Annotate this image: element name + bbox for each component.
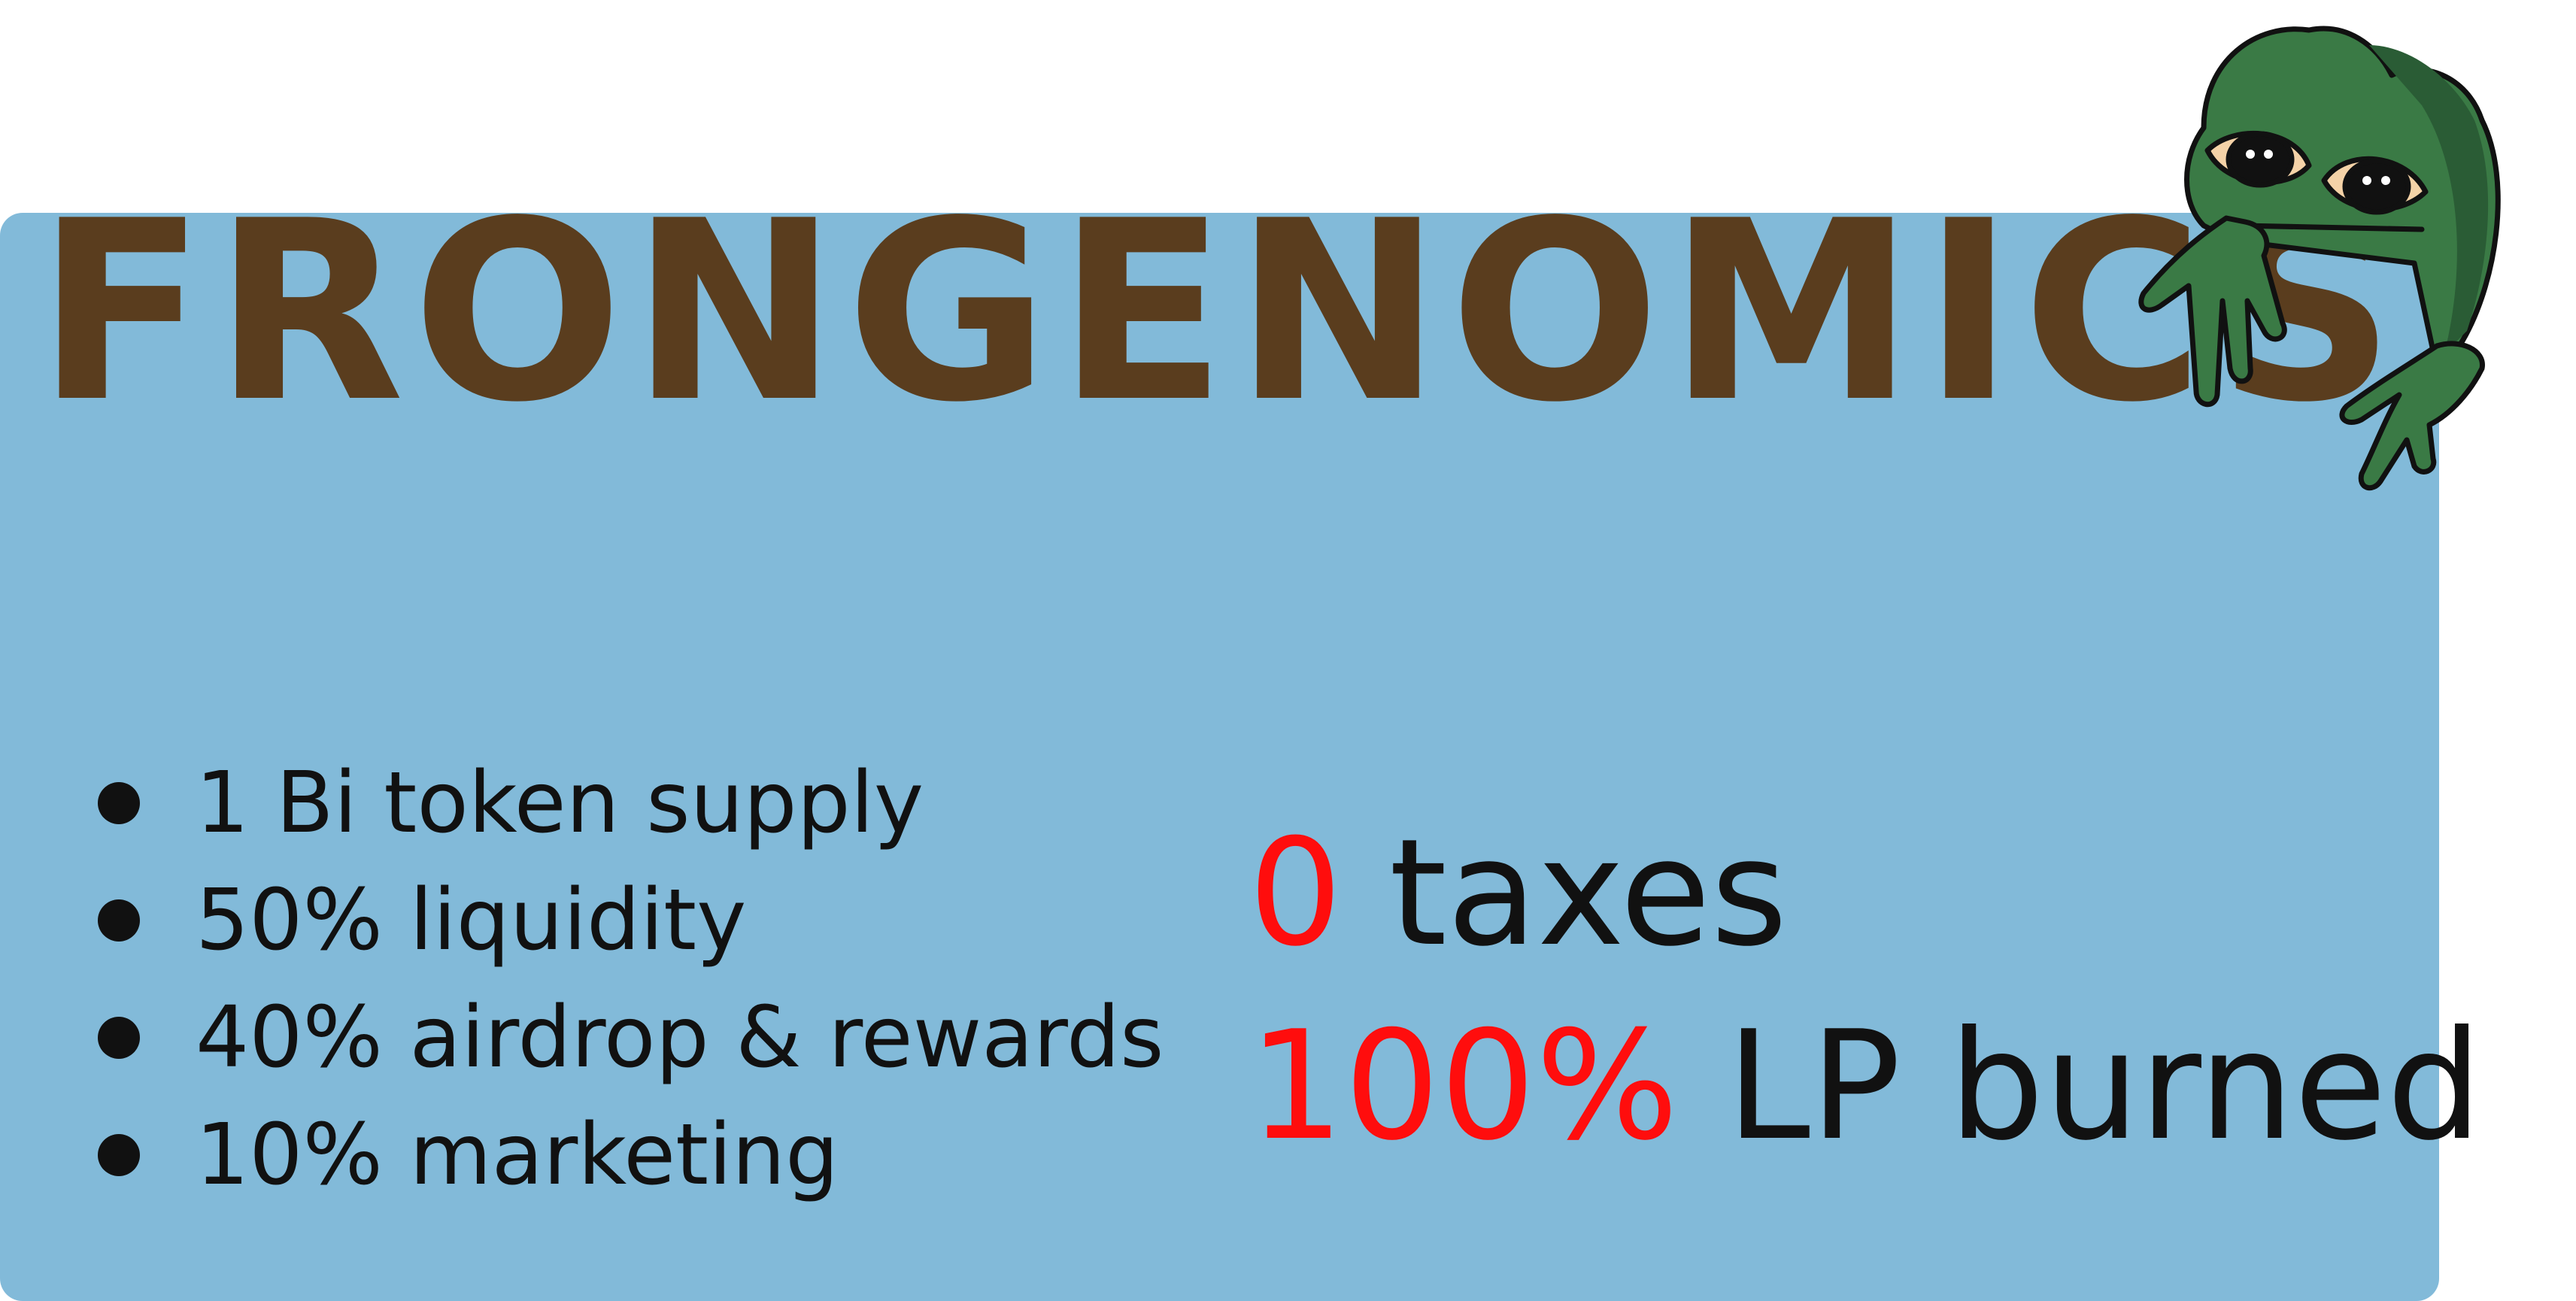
bullet-icon	[98, 782, 140, 824]
list-item: 50% liquidity	[98, 862, 1164, 979]
bullet-icon	[98, 1134, 140, 1176]
peeking-frog-icon	[2138, 26, 2501, 491]
bullet-icon	[98, 899, 140, 942]
list-item-text: 50% liquidity	[196, 872, 747, 969]
taxes-value: 0	[1249, 808, 1343, 979]
list-item-text: 1 Bi token supply	[196, 754, 924, 852]
bullet-icon	[98, 1017, 140, 1059]
page-title: FRONGENOMICS	[36, 168, 2403, 456]
lp-burned-label: LP burned	[1726, 999, 2483, 1174]
tokenomics-panel	[0, 213, 2439, 1301]
list-item: 10% marketing	[98, 1096, 1164, 1214]
list-item: 40% airdrop & rewards	[98, 979, 1164, 1096]
list-item-text: 40% airdrop & rewards	[196, 989, 1164, 1087]
lp-burned-stat: 100% LP burned	[1249, 1011, 2482, 1162]
list-item: 1 Bi token supply	[98, 745, 1164, 862]
tokenomics-list: 1 Bi token supply 50% liquidity 40% aird…	[98, 745, 1164, 1214]
taxes-label: taxes	[1389, 808, 1788, 979]
lp-burned-value: 100%	[1249, 999, 1679, 1174]
list-item-text: 10% marketing	[196, 1106, 839, 1204]
taxes-stat: 0 taxes	[1249, 820, 1788, 967]
